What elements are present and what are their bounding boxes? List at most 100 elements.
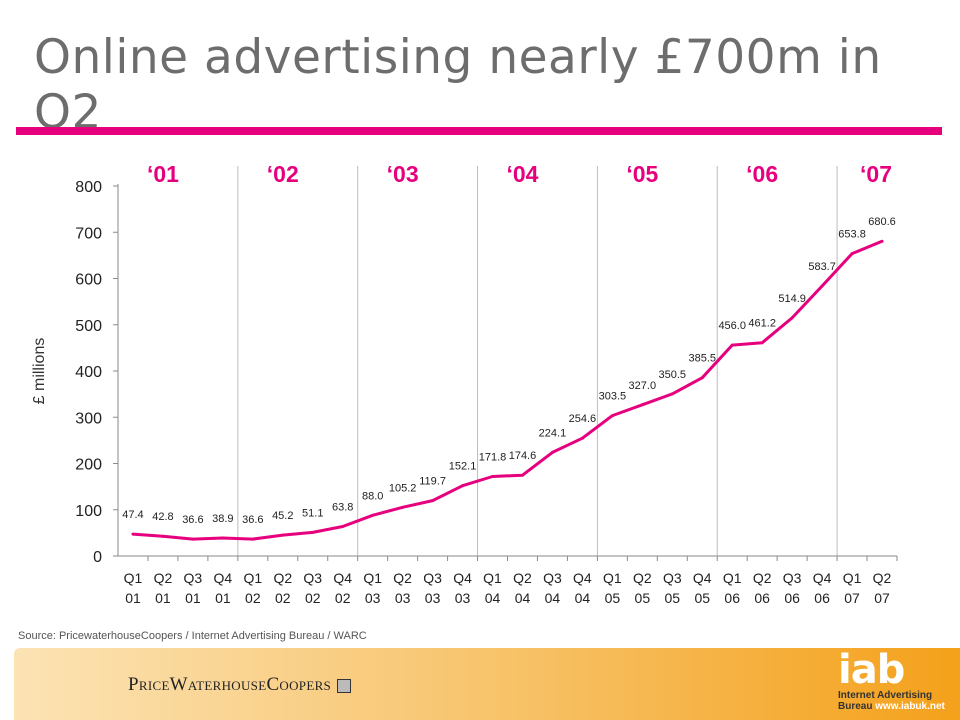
data-point xyxy=(820,284,824,288)
year-label: ‘07 xyxy=(860,161,892,187)
data-label: 254.6 xyxy=(569,413,597,425)
pwc-logo-text: PriceWaterhouseCoopers xyxy=(128,674,332,695)
x-tick-label-year: 04 xyxy=(515,590,531,606)
x-tick-label-year: 07 xyxy=(874,590,890,606)
y-tick-label: 100 xyxy=(75,503,102,520)
x-tick-label-year: 02 xyxy=(305,590,321,606)
line-chart: 0 100 200 300 400 500 600 700 800 £ millions ‘01 ‘0… xyxy=(31,161,898,606)
data-label: 152.1 xyxy=(449,461,477,473)
x-tick-label-quarter: Q4 xyxy=(573,570,592,586)
data-point xyxy=(850,252,854,256)
x-tick-label-year: 03 xyxy=(425,590,441,606)
data-label: 36.6 xyxy=(182,514,203,526)
data-point xyxy=(790,316,794,320)
y-tick-label: 400 xyxy=(75,364,102,381)
iab-logo-url: www.iabuk.net xyxy=(875,701,945,712)
year-label: ‘04 xyxy=(506,161,538,187)
data-label: 105.2 xyxy=(389,482,417,494)
data-point xyxy=(161,534,165,538)
data-point xyxy=(580,436,584,440)
y-tick-label: 500 xyxy=(75,318,102,335)
data-point xyxy=(461,484,465,488)
x-tick-label-quarter: Q3 xyxy=(184,570,203,586)
data-point xyxy=(700,376,704,380)
data-point xyxy=(281,533,285,537)
x-tick-label-quarter: Q1 xyxy=(483,570,502,586)
footer-band: PriceWaterhouseCoopers iab Internet Adve… xyxy=(0,648,960,720)
data-point xyxy=(251,537,255,541)
y-axis-label: £ millions xyxy=(31,338,48,405)
x-tick-label-quarter: Q3 xyxy=(663,570,682,586)
source-note: Source: PricewaterhouseCoopers / Interne… xyxy=(18,630,367,642)
x-tick-label-quarter: Q2 xyxy=(753,570,772,586)
x-tick-label-quarter: Q3 xyxy=(423,570,442,586)
y-tick-label: 600 xyxy=(75,272,102,289)
data-label: 385.5 xyxy=(688,353,716,365)
iab-logo-line1: Internet Advertising xyxy=(838,690,933,701)
x-tick-label-year: 04 xyxy=(575,590,591,606)
x-tick-label-quarter: Q2 xyxy=(273,570,292,586)
data-label: 63.8 xyxy=(332,501,353,513)
data-label: 42.8 xyxy=(152,511,173,523)
data-label: 224.1 xyxy=(539,427,567,439)
year-label: ‘01 xyxy=(147,161,179,187)
data-label: 456.0 xyxy=(718,320,746,332)
x-tick-label-quarter: Q2 xyxy=(393,570,412,586)
x-tick-label-quarter: Q4 xyxy=(214,570,233,586)
data-label: 51.1 xyxy=(302,507,323,519)
x-tick-label-year: 06 xyxy=(784,590,800,606)
data-point xyxy=(401,505,405,509)
y-tick-label: 300 xyxy=(75,410,102,427)
x-tick-label-year: 04 xyxy=(545,590,561,606)
x-tick-label-year: 02 xyxy=(335,590,351,606)
year-label: ‘05 xyxy=(626,161,658,187)
x-tick-label-year: 01 xyxy=(155,590,171,606)
x-tick-label-year: 03 xyxy=(455,590,471,606)
x-tick-label-year: 03 xyxy=(365,590,381,606)
data-point xyxy=(670,392,674,396)
data-label: 461.2 xyxy=(748,318,776,330)
year-label: ‘02 xyxy=(267,161,299,187)
x-tick-label-quarter: Q3 xyxy=(303,570,322,586)
data-point xyxy=(550,450,554,454)
iab-logo: iab Internet Advertising Bureau www.iabu… xyxy=(838,650,948,712)
data-point xyxy=(131,532,135,536)
data-label: 47.4 xyxy=(122,509,143,521)
x-tick-label-year: 05 xyxy=(635,590,651,606)
x-tick-label-quarter: Q1 xyxy=(243,570,262,586)
data-label: 303.5 xyxy=(599,391,627,403)
data-point xyxy=(221,536,225,540)
x-tick-label-quarter: Q4 xyxy=(813,570,832,586)
x-tick-label-year: 02 xyxy=(275,590,291,606)
iab-logo-word: iab xyxy=(838,648,905,693)
data-point xyxy=(880,239,884,243)
x-tick-label-quarter: Q1 xyxy=(843,570,862,586)
series-line xyxy=(132,239,883,541)
x-tick-label-year: 01 xyxy=(215,590,231,606)
data-label: 174.6 xyxy=(509,450,537,462)
data-label: 36.6 xyxy=(242,514,263,526)
data-label: 88.0 xyxy=(362,490,383,502)
x-tick-label-year: 04 xyxy=(485,590,501,606)
x-tick-label-year: 07 xyxy=(844,590,860,606)
data-point xyxy=(730,343,734,347)
x-tick-label-quarter: Q2 xyxy=(873,570,892,586)
data-label: 38.9 xyxy=(212,513,233,525)
x-tick-label-quarter: Q3 xyxy=(543,570,562,586)
title-underline xyxy=(16,127,942,135)
x-tick-label-quarter: Q4 xyxy=(693,570,712,586)
x-tick-label-year: 06 xyxy=(814,590,830,606)
x-tick-label-year: 03 xyxy=(395,590,411,606)
data-label: 45.2 xyxy=(272,510,293,522)
data-point xyxy=(191,537,195,541)
data-point xyxy=(491,475,495,479)
x-tick-label-quarter: Q1 xyxy=(363,570,382,586)
data-point xyxy=(431,499,435,503)
x-tick-label-quarter: Q1 xyxy=(603,570,622,586)
data-point xyxy=(371,513,375,517)
data-label: 680.6 xyxy=(868,216,896,228)
x-tick-label-year: 05 xyxy=(694,590,710,606)
year-label: ‘03 xyxy=(387,161,419,187)
x-tick-label-year: 06 xyxy=(724,590,740,606)
x-tick-label-year: 06 xyxy=(754,590,770,606)
